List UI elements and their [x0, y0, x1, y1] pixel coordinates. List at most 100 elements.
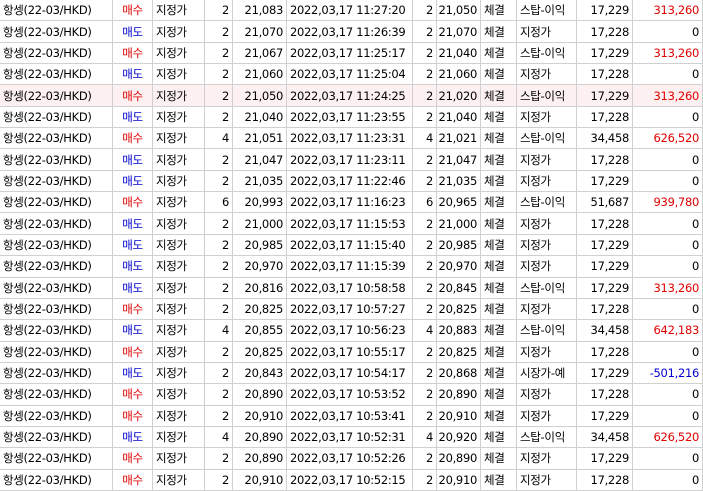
profit: 0	[633, 234, 703, 257]
quantity: 2	[205, 149, 233, 171]
profit: 626,520	[633, 426, 703, 449]
exec-type: 지정가	[517, 341, 577, 363]
margin: 17,229	[577, 405, 633, 427]
side: 매도	[113, 256, 153, 278]
profit: 0	[633, 106, 703, 129]
quantity: 6	[205, 192, 233, 214]
profit: 313,260	[633, 0, 703, 22]
side: 매도	[113, 149, 153, 171]
filled-qty: 2	[413, 234, 437, 257]
profit: 0	[633, 170, 703, 193]
filled-price: 21,020	[437, 85, 481, 107]
order-type: 지정가	[153, 469, 205, 491]
product: 항셍(22-03/HKD)	[0, 42, 113, 65]
margin: 17,229	[577, 362, 633, 385]
filled-qty: 2	[413, 64, 437, 86]
margin: 17,228	[577, 149, 633, 171]
exec-type: 스탑-이익	[517, 426, 577, 449]
datetime: 2022,03,17 11:16:23	[287, 192, 413, 214]
filled-price: 20,920	[437, 426, 481, 449]
exec-type: 지정가	[517, 256, 577, 278]
datetime: 2022,03,17 11:15:40	[287, 234, 413, 257]
side: 매도	[113, 106, 153, 129]
datetime: 2022,03,17 11:27:20	[287, 0, 413, 22]
filled-qty: 2	[413, 85, 437, 107]
exec-type: 스탑-이익	[517, 42, 577, 65]
order-price: 20,843	[233, 362, 287, 385]
status: 체결	[481, 0, 517, 22]
order-type: 지정가	[153, 426, 205, 449]
datetime: 2022,03,17 10:55:17	[287, 341, 413, 363]
profit: 642,183	[633, 320, 703, 342]
quantity: 2	[205, 234, 233, 257]
side: 매도	[113, 426, 153, 449]
filled-price: 20,910	[437, 469, 481, 491]
filled-qty: 2	[413, 256, 437, 278]
side: 매수	[113, 85, 153, 107]
status: 체결	[481, 405, 517, 427]
exec-type: 지정가	[517, 64, 577, 86]
margin: 17,228	[577, 64, 633, 86]
margin: 17,228	[577, 106, 633, 129]
filled-price: 21,000	[437, 213, 481, 235]
filled-qty: 4	[413, 426, 437, 449]
order-price: 20,816	[233, 277, 287, 299]
exec-type: 스탑-이익	[517, 0, 577, 22]
margin: 17,228	[577, 341, 633, 363]
filled-qty: 2	[413, 469, 437, 491]
margin: 34,458	[577, 320, 633, 342]
exec-type: 시장가-예	[517, 362, 577, 385]
order-price: 21,000	[233, 213, 287, 235]
datetime: 2022,03,17 10:52:31	[287, 426, 413, 449]
filled-price: 20,868	[437, 362, 481, 385]
product: 항셍(22-03/HKD)	[0, 384, 113, 406]
order-price: 20,985	[233, 234, 287, 257]
side: 매수	[113, 128, 153, 150]
status: 체결	[481, 85, 517, 107]
filled-qty: 2	[413, 384, 437, 406]
filled-price: 21,050	[437, 0, 481, 22]
filled-price: 21,040	[437, 42, 481, 65]
datetime: 2022,03,17 11:24:25	[287, 85, 413, 107]
filled-qty: 2	[413, 149, 437, 171]
product: 항셍(22-03/HKD)	[0, 149, 113, 171]
order-type: 지정가	[153, 405, 205, 427]
quantity: 2	[205, 341, 233, 363]
status: 체결	[481, 426, 517, 449]
quantity: 2	[205, 277, 233, 299]
margin: 34,458	[577, 128, 633, 150]
order-type: 지정가	[153, 448, 205, 470]
filled-qty: 6	[413, 192, 437, 214]
quantity: 2	[205, 0, 233, 22]
side: 매수	[113, 341, 153, 363]
status: 체결	[481, 298, 517, 321]
quantity: 2	[205, 448, 233, 470]
exec-type: 지정가	[517, 21, 577, 43]
margin: 17,228	[577, 469, 633, 491]
filled-price: 21,040	[437, 106, 481, 129]
status: 체결	[481, 42, 517, 65]
exec-type: 지정가	[517, 384, 577, 406]
profit: 939,780	[633, 192, 703, 214]
exec-type: 스탑-이익	[517, 192, 577, 214]
profit: 0	[633, 384, 703, 406]
exec-type: 지정가	[517, 234, 577, 257]
exec-type: 지정가	[517, 298, 577, 321]
quantity: 2	[205, 42, 233, 65]
filled-price: 20,910	[437, 405, 481, 427]
status: 체결	[481, 448, 517, 470]
order-type: 지정가	[153, 192, 205, 214]
order-price: 21,060	[233, 64, 287, 86]
product: 항셍(22-03/HKD)	[0, 426, 113, 449]
exec-type: 지정가	[517, 469, 577, 491]
order-type: 지정가	[153, 234, 205, 257]
order-price: 21,083	[233, 0, 287, 22]
filled-price: 21,047	[437, 149, 481, 171]
quantity: 4	[205, 426, 233, 449]
order-price: 21,047	[233, 149, 287, 171]
status: 체결	[481, 384, 517, 406]
filled-qty: 2	[413, 42, 437, 65]
margin: 17,229	[577, 0, 633, 22]
quantity: 4	[205, 320, 233, 342]
side: 매수	[113, 192, 153, 214]
